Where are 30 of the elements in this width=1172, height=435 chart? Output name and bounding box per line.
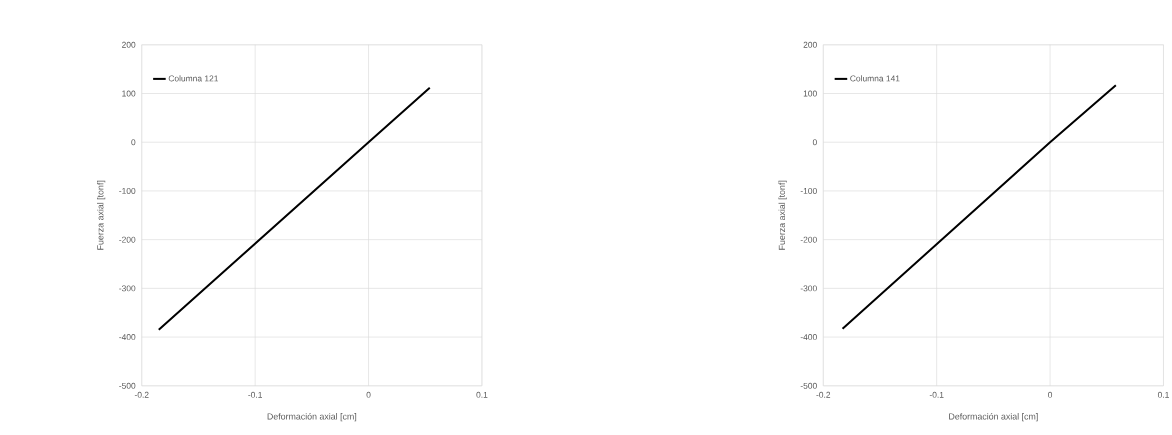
y-axis-title: Fuerza axial [tonf]	[778, 181, 787, 250]
y-tick-label: -500	[119, 383, 136, 390]
y-tick-label: 200	[122, 42, 136, 49]
y-tick-label: 0	[131, 139, 136, 146]
x-tick-label: 0	[366, 392, 371, 399]
y-tick-label: 100	[803, 90, 817, 97]
x-axis-title: Deformación axial [cm]	[267, 413, 357, 422]
legend-label: Columna 141	[850, 75, 900, 82]
x-tick-label: -0.1	[248, 392, 262, 399]
x-tick-label: 0	[1048, 392, 1053, 399]
x-axis-title: Deformación axial [cm]	[949, 413, 1038, 422]
x-tick-label: -0.1	[929, 392, 944, 399]
y-tick-label: -100	[119, 188, 136, 195]
legend-label: Columna 121	[168, 75, 219, 82]
y-tick-label: -200	[119, 236, 136, 243]
y-tick-label: -500	[800, 383, 817, 390]
y-tick-label: 0	[812, 139, 817, 146]
y-tick-label: -400	[800, 334, 817, 341]
x-tick-label: -0.2	[134, 392, 149, 399]
y-tick-label: -300	[119, 285, 136, 292]
x-tick-label: -0.2	[816, 392, 831, 399]
x-tick-label: 0.1	[1157, 392, 1169, 399]
y-tick-label: 200	[803, 42, 817, 49]
y-tick-label: -200	[800, 236, 817, 243]
y-tick-label: -100	[800, 188, 817, 195]
y-tick-label: -400	[119, 334, 136, 341]
y-axis-title: Fuerza axial [tonf]	[97, 181, 106, 250]
x-tick-label: 0.1	[476, 392, 488, 399]
y-tick-label: -300	[800, 285, 817, 292]
y-tick-label: 100	[122, 90, 136, 97]
